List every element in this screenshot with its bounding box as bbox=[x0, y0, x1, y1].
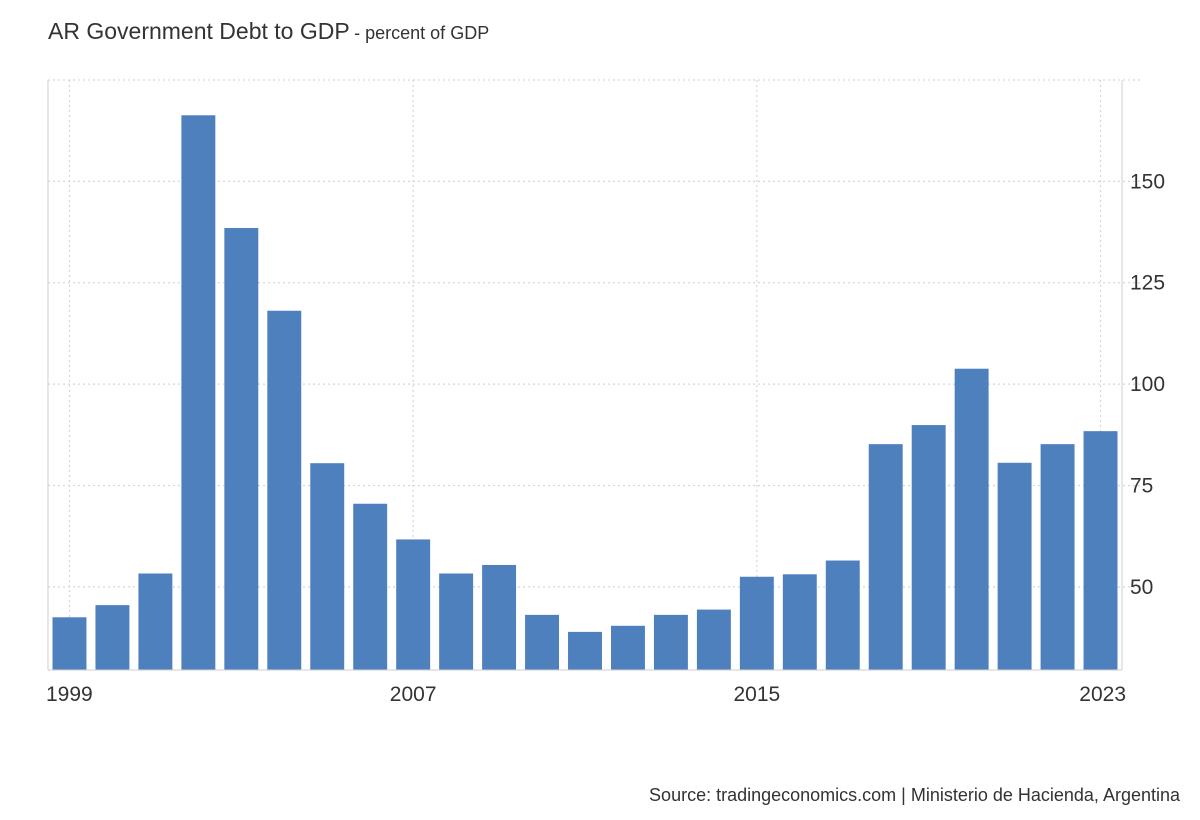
bar-2003 bbox=[224, 228, 259, 670]
bar-2006 bbox=[353, 503, 388, 670]
bar-2009 bbox=[482, 564, 517, 670]
bar-2019 bbox=[911, 425, 946, 670]
x-tick-label: 2007 bbox=[390, 683, 437, 706]
y-tick-label: 150 bbox=[1130, 170, 1165, 193]
bar-2002 bbox=[181, 115, 216, 670]
chart-title: AR Government Debt to GDP bbox=[48, 18, 350, 44]
y-tick-label: 50 bbox=[1130, 576, 1153, 599]
bar-2023 bbox=[1083, 431, 1118, 670]
x-tick-label: 2015 bbox=[733, 683, 780, 706]
bar-2001 bbox=[138, 573, 173, 670]
chart-title-row: AR Government Debt to GDP - percent of G… bbox=[48, 18, 489, 45]
bar-2008 bbox=[439, 573, 474, 670]
chart-subtitle: - percent of GDP bbox=[354, 23, 490, 43]
y-tick-label: 75 bbox=[1130, 474, 1153, 497]
bar-2004 bbox=[267, 310, 302, 670]
bar-chart: 50 75 100 125 150 1999 2007 2015 2023 bbox=[46, 79, 1165, 706]
bars bbox=[52, 115, 1118, 670]
bar-2021 bbox=[997, 462, 1032, 670]
bar-2007 bbox=[396, 539, 431, 670]
x-tick-label: 2023 bbox=[1079, 683, 1126, 706]
x-tick-label: 1999 bbox=[46, 683, 93, 706]
bar-2011 bbox=[568, 631, 602, 670]
bar-2016 bbox=[782, 574, 817, 670]
tick-labels: 50 75 100 125 150 1999 2007 2015 2023 bbox=[46, 170, 1165, 706]
y-tick-label: 125 bbox=[1130, 272, 1165, 295]
bar-2015 bbox=[739, 576, 774, 670]
bar-2022 bbox=[1040, 444, 1075, 670]
bar-2005 bbox=[310, 463, 345, 670]
y-tick-label: 100 bbox=[1130, 373, 1165, 396]
bar-2012 bbox=[610, 625, 645, 670]
bar-2020 bbox=[954, 368, 989, 670]
bar-2000 bbox=[95, 605, 130, 670]
bar-2017 bbox=[825, 560, 860, 670]
bar-2018 bbox=[868, 444, 903, 670]
bar-2013 bbox=[653, 614, 688, 670]
source-note: Source: tradingeconomics.com | Ministeri… bbox=[649, 785, 1180, 805]
bar-2010 bbox=[525, 614, 560, 670]
bar-1999 bbox=[52, 617, 87, 670]
bar-2014 bbox=[696, 609, 731, 670]
axes bbox=[47, 80, 1123, 671]
